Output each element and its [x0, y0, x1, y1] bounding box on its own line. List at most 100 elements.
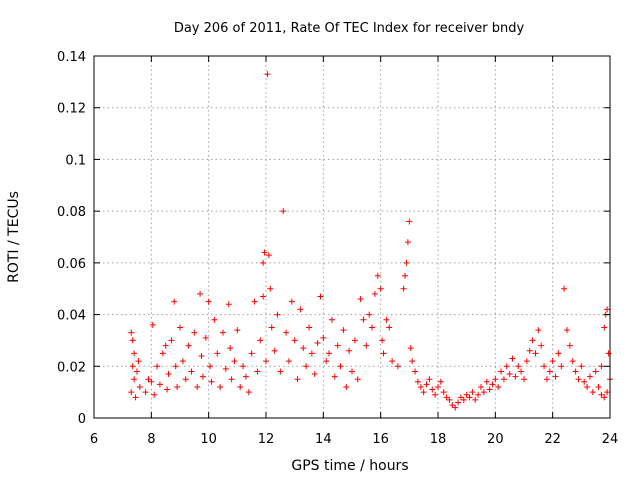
- data-point: [129, 337, 136, 344]
- data-point: [208, 378, 215, 385]
- data-point: [506, 371, 513, 378]
- data-point: [242, 373, 249, 380]
- data-point: [132, 394, 139, 401]
- data-point: [194, 383, 201, 390]
- data-point: [598, 363, 605, 370]
- y-tick-label: 0.02: [57, 360, 86, 375]
- data-point: [245, 389, 252, 396]
- data-point: [303, 363, 310, 370]
- data-point: [159, 350, 166, 357]
- y-tick-label: 0.14: [57, 50, 86, 65]
- data-point: [486, 386, 493, 393]
- data-point: [285, 358, 292, 365]
- plot-area-frame: [93, 55, 611, 419]
- data-point: [543, 376, 550, 383]
- data-point: [509, 355, 516, 362]
- data-point: [308, 350, 315, 357]
- data-point: [518, 368, 525, 375]
- data-point: [149, 321, 156, 328]
- data-point: [271, 347, 278, 354]
- data-point: [220, 329, 226, 336]
- data-point: [515, 363, 522, 370]
- x-tick-label: 18: [430, 432, 447, 447]
- data-point: [131, 376, 138, 383]
- data-point: [523, 358, 530, 365]
- data-point: [400, 285, 407, 292]
- data-point: [475, 391, 482, 398]
- data-point: [426, 376, 433, 383]
- data-point: [435, 383, 441, 390]
- data-point: [575, 376, 582, 383]
- data-point: [601, 324, 608, 331]
- data-point: [331, 373, 338, 380]
- data-point: [251, 298, 258, 305]
- data-point: [280, 208, 287, 215]
- data-point: [581, 378, 588, 385]
- data-point: [455, 399, 462, 406]
- data-point: [214, 350, 221, 357]
- data-point: [604, 389, 611, 396]
- chart-title: Day 206 of 2011, Rate Of TEC Index for r…: [174, 21, 525, 36]
- data-point: [326, 350, 333, 357]
- data-point: [263, 358, 269, 365]
- data-point: [172, 363, 179, 370]
- data-point: [452, 404, 459, 411]
- data-point: [300, 345, 307, 352]
- data-point: [549, 358, 556, 365]
- x-tick-label: 10: [200, 432, 217, 447]
- y-tick-label: 0.12: [57, 102, 86, 117]
- data-point: [337, 363, 344, 370]
- data-point: [129, 363, 136, 370]
- data-point: [211, 316, 218, 323]
- data-point: [604, 306, 611, 313]
- data-point: [154, 363, 161, 370]
- data-point: [374, 272, 381, 279]
- axis-ticks: 0 0.02 0.04 0.06 0.08 0.1 0.12 0.14 6 8 10 12 14 16 18…: [57, 50, 618, 447]
- data-point: [198, 352, 205, 359]
- data-point: [480, 389, 487, 396]
- data-point: [379, 337, 386, 344]
- data-point: [449, 402, 456, 409]
- data-point: [443, 394, 450, 401]
- x-tick-label: 6: [90, 432, 98, 447]
- data-point: [306, 324, 312, 331]
- data-point: [179, 358, 186, 365]
- grid: [94, 56, 610, 418]
- data-point: [586, 373, 593, 380]
- data-point: [592, 368, 599, 375]
- data-point: [546, 368, 553, 375]
- data-point: [185, 342, 192, 349]
- data-point: [389, 358, 396, 365]
- data-point: [386, 324, 393, 331]
- data-point: [552, 373, 559, 380]
- data-point: [432, 391, 439, 398]
- y-tick-label: 0.06: [57, 257, 86, 272]
- data-point: [412, 368, 419, 375]
- data-point: [360, 316, 367, 323]
- data-point: [234, 327, 241, 334]
- data-point: [429, 386, 436, 393]
- data-point: [171, 298, 178, 305]
- data-point: [394, 363, 401, 370]
- data-point: [207, 363, 214, 370]
- data-point: [380, 350, 387, 357]
- data-point: [598, 391, 605, 398]
- x-tick-label: 8: [147, 432, 155, 447]
- data-point: [260, 293, 267, 300]
- data-point: [135, 358, 142, 365]
- data-point: [503, 363, 510, 370]
- data-point: [460, 396, 467, 403]
- x-tick-label: 12: [258, 432, 275, 447]
- data-point: [168, 337, 175, 344]
- data-point: [595, 383, 602, 390]
- data-point: [414, 378, 421, 385]
- data-point: [578, 363, 585, 370]
- data-point: [222, 365, 229, 372]
- data-point: [225, 301, 232, 308]
- x-tick-label: 14: [315, 432, 332, 447]
- data-point: [199, 373, 206, 380]
- data-point: [254, 368, 261, 375]
- data-point: [265, 252, 272, 259]
- data-point: [466, 394, 473, 401]
